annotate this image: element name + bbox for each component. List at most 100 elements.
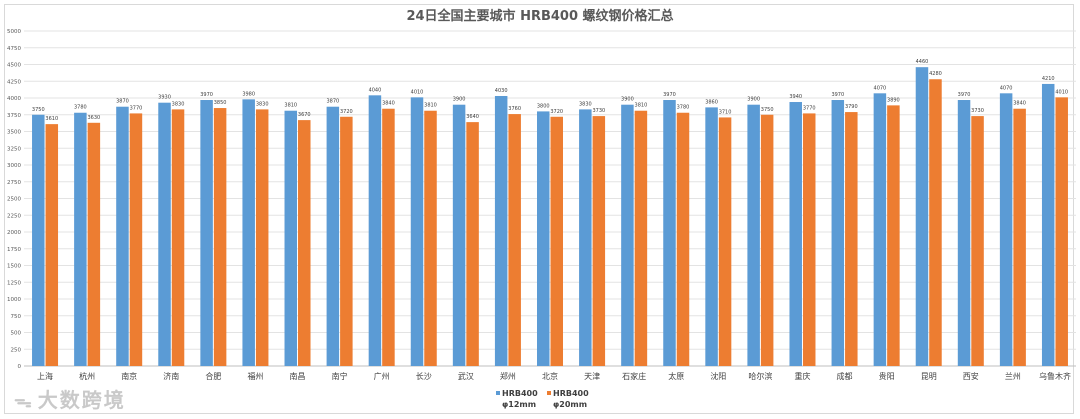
data-label: 3670 <box>298 112 311 118</box>
bar-phi20 <box>213 108 227 367</box>
x-tick-label: 广州 <box>374 371 390 381</box>
data-label: 3930 <box>158 95 171 101</box>
bar-phi12 <box>663 100 676 366</box>
data-label: 4280 <box>929 71 942 77</box>
data-label: 3940 <box>789 94 802 100</box>
chart-frame <box>4 4 1074 414</box>
x-tick-label: 济南 <box>163 371 179 381</box>
data-label: 3610 <box>45 116 58 122</box>
bar-phi12 <box>579 109 592 366</box>
y-tick-label: 2750 <box>7 180 21 186</box>
data-label: 3810 <box>424 103 437 109</box>
bar-phi12 <box>537 111 550 367</box>
data-label: 3980 <box>242 91 255 97</box>
x-tick-label: 石家庄 <box>622 371 646 381</box>
legend-swatch <box>496 391 500 395</box>
x-tick-label: 福州 <box>247 372 263 381</box>
y-tick-label: 5000 <box>7 29 21 35</box>
legend-label-line2: φ12mm <box>502 400 536 409</box>
data-label: 3850 <box>214 100 227 106</box>
data-label: 3840 <box>382 101 395 107</box>
x-tick-label: 太原 <box>668 371 684 381</box>
data-label: 3780 <box>677 105 690 111</box>
bar-phi20 <box>1055 97 1068 366</box>
data-label: 3900 <box>621 97 634 103</box>
bar-phi12 <box>915 67 929 367</box>
y-tick-label: 250 <box>11 347 22 353</box>
bar-phi20 <box>676 112 690 367</box>
bar-phi20 <box>845 112 858 366</box>
y-tick-label: 2250 <box>7 213 21 219</box>
x-tick-label: 乌鲁木齐 <box>1039 371 1071 381</box>
bar-phi12 <box>242 99 255 366</box>
data-label: 3900 <box>453 97 466 103</box>
bar-phi12 <box>494 95 508 367</box>
x-tick-label: 北京 <box>542 371 558 381</box>
x-tick-label: 天津 <box>584 371 600 381</box>
y-tick-label: 3250 <box>7 146 21 152</box>
y-tick-label: 1250 <box>7 280 21 286</box>
y-tick-label: 3500 <box>7 130 21 136</box>
y-tick-label: 2500 <box>7 197 21 203</box>
x-tick-label: 南宁 <box>332 371 348 381</box>
x-tick-label: 贵阳 <box>879 371 895 381</box>
legend-label-line1: HRB400 <box>502 389 538 398</box>
x-tick-label: 成都 <box>837 371 853 381</box>
x-tick-label: 昆明 <box>921 372 937 381</box>
bar-phi20 <box>129 113 143 366</box>
data-label: 3710 <box>719 109 732 115</box>
y-tick-label: 3000 <box>7 163 21 169</box>
data-label: 3890 <box>887 97 900 103</box>
y-tick-label: 4000 <box>7 96 21 102</box>
bar-phi12 <box>368 95 382 366</box>
legend-swatch <box>547 391 551 395</box>
bar-phi12 <box>705 107 718 366</box>
bar-phi12 <box>32 114 45 366</box>
bar-phi20 <box>424 110 437 366</box>
data-label: 3900 <box>747 97 760 103</box>
data-label: 3640 <box>466 114 479 120</box>
bar-phi12 <box>957 100 971 366</box>
bar-phi12 <box>747 104 760 366</box>
bar-phi12 <box>452 104 466 366</box>
data-label: 3830 <box>256 101 269 107</box>
data-label: 3720 <box>340 109 353 115</box>
data-label: 4460 <box>916 59 929 65</box>
data-label: 4010 <box>411 89 424 95</box>
data-label: 3860 <box>705 99 718 105</box>
data-label: 4040 <box>369 87 382 93</box>
y-tick-label: 1750 <box>7 247 21 253</box>
y-tick-label: 0 <box>18 364 22 370</box>
data-label: 3770 <box>130 105 143 111</box>
data-label: 4070 <box>874 85 887 91</box>
bar-phi20 <box>802 113 816 366</box>
x-tick-label: 哈尔滨 <box>748 371 772 381</box>
bar-phi20 <box>87 122 101 366</box>
bar-phi20 <box>171 109 185 366</box>
x-tick-label: 西安 <box>963 371 979 381</box>
x-tick-label: 杭州 <box>79 371 95 381</box>
data-label: 3720 <box>550 109 563 115</box>
bar-phi12 <box>999 93 1013 366</box>
watermark: ᯓ 大数跨境 <box>14 384 126 413</box>
data-label: 3970 <box>200 92 213 98</box>
y-tick-label: 4250 <box>7 79 21 85</box>
data-label: 3790 <box>845 104 858 110</box>
bar-phi20 <box>45 124 59 366</box>
bar-phi12 <box>410 97 424 366</box>
data-label: 3970 <box>958 92 971 98</box>
chart-title: 24日全国主要城市 HRB400 螺纹钢价格汇总 <box>406 8 673 24</box>
y-tick-label: 3750 <box>7 113 21 119</box>
x-tick-label: 重庆 <box>794 371 810 381</box>
data-label: 3840 <box>1013 101 1026 107</box>
x-tick-label: 武汉 <box>458 371 474 381</box>
y-tick-label: 1500 <box>7 264 21 270</box>
data-label: 3830 <box>579 101 592 107</box>
legend-label-line2: φ20mm <box>553 400 587 409</box>
y-tick-label: 2000 <box>7 230 21 236</box>
bar-phi12 <box>326 106 340 367</box>
watermark-text: 大数跨境 <box>37 388 126 412</box>
bar-phi20 <box>550 116 563 366</box>
bar-phi12 <box>873 93 887 366</box>
